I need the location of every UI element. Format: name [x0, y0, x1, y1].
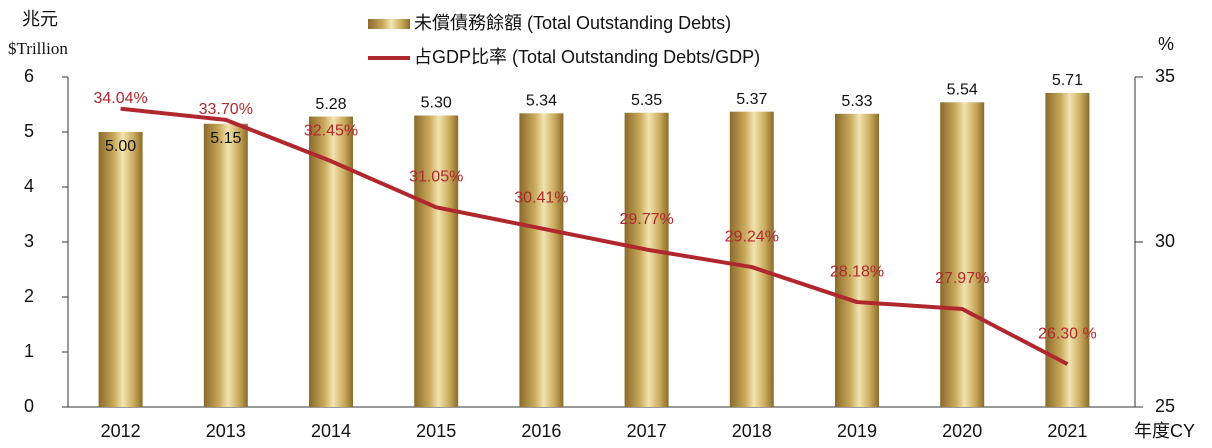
line-value-label: 31.05%	[409, 169, 463, 186]
bar-value-label: 5.35	[631, 92, 662, 109]
y-tick-label: 3	[24, 231, 34, 251]
x-tick-label: 2019	[837, 421, 877, 441]
legend-label: 未償債務餘額 (Total Outstanding Debts)	[414, 13, 731, 33]
x-tick-label: 2020	[942, 421, 982, 441]
x-axis-label: 年度CY	[1134, 421, 1195, 441]
x-tick-label: 2015	[416, 421, 456, 441]
y-tick-label: 0	[24, 396, 34, 416]
line-value-label: 33.70%	[199, 101, 253, 118]
bar	[519, 113, 564, 408]
legend-swatch	[368, 19, 410, 29]
y-tick-label: 4	[24, 176, 34, 196]
x-tick-label: 2013	[206, 421, 246, 441]
y2-axis-label: %	[1158, 34, 1174, 54]
y2-tick-label: 25	[1155, 396, 1175, 416]
bar-value-label: 5.00	[105, 138, 136, 155]
line-value-label: 26.30 %	[1038, 325, 1097, 342]
line-value-label: 28.18%	[830, 263, 884, 280]
legend-label: 占GDP比率 (Total Outstanding Debts/GDP)	[414, 47, 760, 67]
x-tick-label: 2012	[101, 421, 141, 441]
bar	[624, 112, 669, 407]
y-tick-label: 1	[24, 341, 34, 361]
bar-value-label: 5.30	[421, 95, 452, 112]
bar-value-label: 5.71	[1052, 72, 1083, 89]
bar-value-label: 5.34	[526, 93, 557, 110]
y2-tick-label: 30	[1155, 231, 1175, 251]
x-tick-label: 2014	[311, 421, 351, 441]
y-tick-label: 5	[24, 121, 34, 141]
line	[120, 106, 1069, 366]
y-axis-unit: $Trillion	[8, 39, 68, 58]
line-value-label: 34.04%	[93, 90, 147, 107]
y2-tick-label: 35	[1155, 66, 1175, 86]
line-value-label: 27.97%	[935, 270, 989, 287]
x-tick-label: 2016	[521, 421, 561, 441]
bar	[940, 102, 985, 408]
bar	[729, 111, 774, 408]
x-tick-label: 2021	[1047, 421, 1087, 441]
bar-value-label: 5.28	[315, 96, 346, 113]
x-tick-label: 2018	[732, 421, 772, 441]
line-value-label: 32.45%	[304, 122, 358, 139]
bar-value-label: 5.37	[736, 91, 767, 108]
y-tick-label: 6	[24, 66, 34, 86]
bar	[309, 116, 353, 407]
line-value-label: 29.77%	[619, 211, 673, 228]
x-tick-label: 2017	[627, 421, 667, 441]
bar	[835, 113, 879, 407]
line-value-label: 29.24%	[725, 228, 779, 245]
line-value-label: 30.41%	[514, 190, 568, 207]
bar-value-label: 5.15	[210, 130, 241, 147]
bar	[203, 123, 248, 407]
y-tick-label: 2	[24, 286, 34, 306]
bar	[414, 115, 459, 407]
bar	[1045, 92, 1090, 407]
bar-value-label: 5.33	[841, 93, 872, 110]
y-axis-label: 兆元	[22, 9, 58, 29]
bar-value-label: 5.54	[947, 82, 978, 99]
bar	[98, 132, 143, 407]
